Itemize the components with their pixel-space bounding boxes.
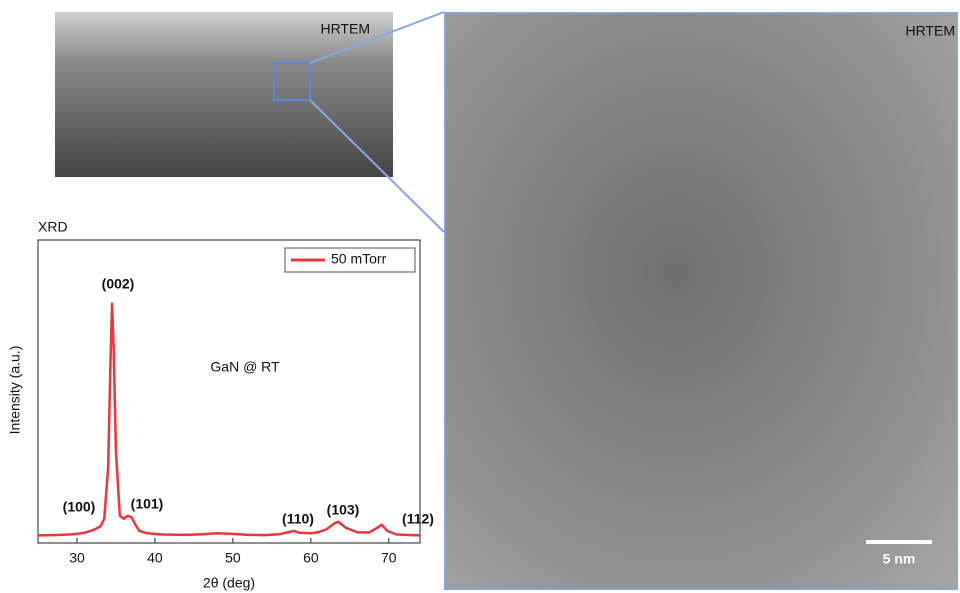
x-tick-label: 50 <box>225 550 241 566</box>
annotation: GaN @ RT <box>210 359 280 375</box>
zoom-label: HRTEM <box>905 23 955 39</box>
overview-image <box>55 12 393 177</box>
annotation: (103) <box>327 502 360 518</box>
x-tick-label: 30 <box>69 550 85 566</box>
annotation: (112) <box>402 511 434 527</box>
annotation: (110) <box>282 511 314 527</box>
annotation: (100) <box>63 499 96 515</box>
scale-bar-label: 5 nm <box>883 551 916 567</box>
plot-frame <box>38 240 420 543</box>
annotation: (002) <box>102 276 135 292</box>
x-axis-label: 2θ (deg) <box>203 575 255 591</box>
chart-title: XRD <box>38 219 68 235</box>
x-tick-label: 40 <box>147 550 163 566</box>
legend-label: 50 mTorr <box>331 251 387 267</box>
annotation: (101) <box>131 496 164 512</box>
zoom-image <box>444 12 958 590</box>
overview-label: HRTEM <box>320 21 370 37</box>
y-axis-label: Intensity (a.u.) <box>7 346 23 435</box>
x-tick-label: 60 <box>303 550 319 566</box>
figure: HRTEM HRTEM 5 nm XRD 2θ (deg) Intensity … <box>0 0 960 593</box>
x-tick-label: 70 <box>381 550 397 566</box>
